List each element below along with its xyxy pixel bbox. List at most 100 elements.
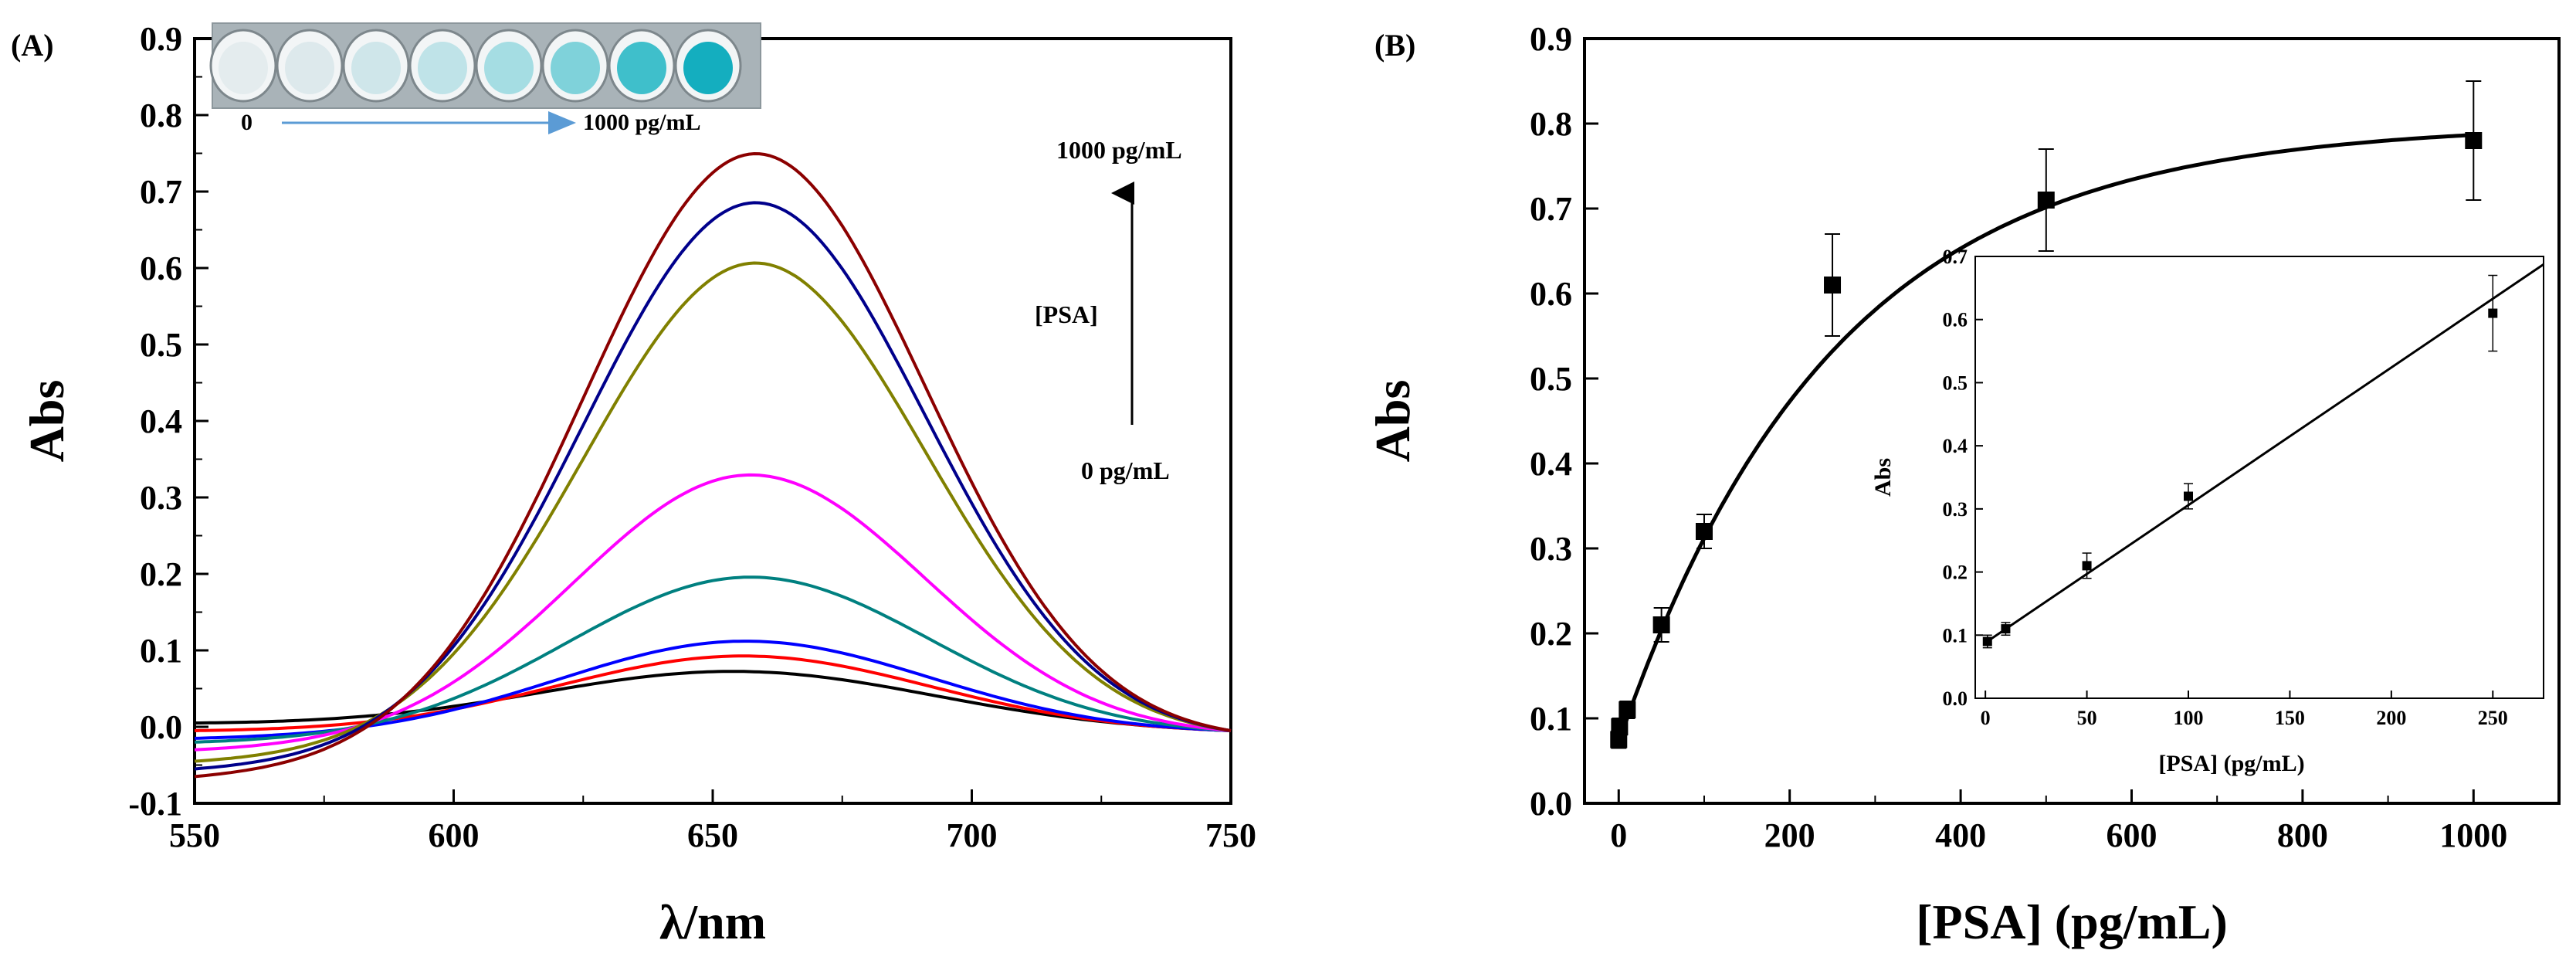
panel-a-y-tick-label: 0.2: [140, 555, 182, 593]
cuvette-well-solution: [683, 42, 733, 94]
panel-a-x-tick-label: 750: [1205, 816, 1256, 854]
inset-y-tick-label: 0.3: [1943, 498, 1968, 521]
inset-data-point: [2082, 552, 2092, 579]
spectrum-line-7: [194, 201, 1232, 771]
panel-b-x-tick-label: 0: [1610, 816, 1627, 854]
spectrum-line-6: [194, 261, 1232, 763]
panel-b-plot-frame: [1583, 37, 2561, 805]
panel-b-x-tick-label: 200: [1764, 816, 1815, 854]
cuvette-well-solution: [551, 42, 600, 94]
panel-a-y-tick-label: 0.4: [140, 402, 182, 440]
cuvette-well-solution: [285, 42, 334, 94]
panel-b-y-tick-label: 0.3: [1530, 530, 1572, 568]
panel-a-y-tick-label: 0.6: [140, 249, 182, 287]
panel-a-x-tick-label: 700: [947, 816, 998, 854]
inset-x-tick-label: 200: [2376, 707, 2406, 729]
panel-a-x-tick-label: 650: [687, 816, 738, 854]
panel-b-inset-chart: 0 50 100 150 200 2500.00.10.20.30.40.50.60.7 …: [1870, 246, 2544, 776]
inset-x-tick-label: 0: [1981, 707, 1991, 729]
panel-b-calibration-chart: (B) 0 200 400 600 800 10000.00.10.20.30.40.50…: [1365, 20, 2561, 949]
inset-x-axis-label: [PSA] (pg/mL): [2158, 751, 2304, 776]
panel-b-y-tick-label: 0.1: [1530, 700, 1572, 738]
panel-b-y-tick-label: 0.9: [1530, 20, 1572, 58]
photo-label-right: 1000 pg/mL: [583, 110, 701, 135]
inset-points-group: [1982, 274, 2498, 649]
panel-b-x-tick-label: 600: [2106, 816, 2157, 854]
panel-a-x-tick-label: 600: [429, 816, 480, 854]
panel-b-y-tick-label: 0.2: [1530, 615, 1572, 653]
inset-y-tick-label: 0.4: [1943, 435, 1968, 457]
calibration-data-point: [2465, 80, 2483, 201]
arrow-label-top: 1000 pg/mL: [1056, 136, 1182, 164]
panel-b-x-tick-label: 1000: [2439, 816, 2507, 854]
calibration-data-point: [1618, 701, 1636, 719]
panel-b-points-group: [1610, 80, 2483, 749]
cuvette-photo-inset: [209, 22, 761, 109]
cuvette-well-solution: [484, 42, 534, 94]
calibration-data-point: [1611, 718, 1629, 736]
panel-a-y-tick-label: 0.3: [140, 479, 182, 517]
cuvette-well-solution: [617, 42, 666, 94]
panel-b-x-axis-label: [PSA] (pg/mL): [1916, 894, 2228, 949]
calibration-data-point: [2037, 148, 2055, 252]
panel-b-axis-ticks: 0 200 400 600 800 10000.00.10.20.30.40.50.60.…: [1530, 20, 2507, 854]
arrow-label-bottom: 0 pg/mL: [1081, 456, 1170, 484]
panel-b-x-tick-label: 800: [2277, 816, 2328, 854]
panel-b-x-tick-label: 400: [1935, 816, 1986, 854]
spectrum-line-1: [195, 670, 1232, 732]
panel-a-y-tick-label: 0.7: [140, 173, 182, 211]
panel-a-y-tick-label: 0.8: [140, 97, 182, 134]
panel-a-series-group: [194, 151, 1232, 779]
calibration-data-point: [1652, 607, 1670, 643]
cuvette-well-solution: [418, 42, 467, 94]
panel-b-y-tick-label: 0.5: [1530, 360, 1572, 398]
inset-data-point: [1982, 634, 1992, 649]
inset-x-tick-label: 150: [2275, 707, 2305, 729]
panel-a-y-tick-label: -0.1: [128, 785, 182, 823]
panel-a-y-tick-label: 0.5: [140, 326, 182, 364]
panel-a-y-tick-label: 0.1: [140, 632, 182, 670]
panel-b-y-tick-label: 0.4: [1530, 445, 1572, 483]
inset-x-tick-label: 250: [2478, 707, 2508, 729]
inset-x-tick-label: 50: [2077, 707, 2097, 729]
inset-data-point: [2001, 622, 2011, 636]
inset-y-tick-label: 0.6: [1943, 309, 1968, 331]
spectrum-line-8: [194, 151, 1232, 779]
inset-data-point: [2488, 274, 2498, 352]
inset-linear-fit-line: [1985, 263, 2544, 644]
inset-y-tick-label: 0.2: [1943, 562, 1968, 584]
cuvette-well-solution: [219, 42, 268, 94]
inset-plot-frame: [1974, 256, 2544, 699]
panel-a-y-tick-label: 0.9: [140, 20, 182, 58]
cuvette-wells: [209, 29, 742, 103]
panel-a-x-tick-label: 550: [169, 816, 220, 854]
inset-x-tick-label: 100: [2174, 707, 2204, 729]
panel-a-y-tick-label: 0.0: [140, 708, 182, 746]
inset-data-point: [2184, 483, 2193, 510]
calibration-data-point: [1695, 514, 1713, 549]
arrow-label-mid: [PSA]: [1035, 300, 1098, 328]
panel-a-y-axis-label: Abs: [19, 380, 74, 463]
photo-label-left: 0: [241, 110, 253, 135]
inset-y-tick-label: 0.7: [1943, 246, 1968, 268]
panel-b-y-axis-label: Abs: [1365, 380, 1420, 463]
cuvette-well-solution: [351, 42, 401, 94]
panel-a-x-axis-label: λ/nm: [659, 894, 766, 949]
inset-y-tick-label: 0.5: [1943, 372, 1968, 394]
inset-y-tick-label: 0.1: [1943, 624, 1968, 647]
panel-b-y-tick-label: 0.6: [1530, 275, 1572, 313]
panel-b-y-tick-label: 0.7: [1530, 190, 1572, 228]
panel-b-y-tick-label: 0.0: [1530, 785, 1572, 823]
calibration-data-point: [1824, 233, 1842, 337]
inset-fit-line-group: [1985, 263, 2544, 644]
inset-axis-ticks: 0 50 100 150 200 250 0.0 0.1 0.2 0.3 0.4 0.5 0.6 0.7: [1943, 246, 2508, 729]
panel-b-y-tick-label: 0.8: [1530, 105, 1572, 143]
panel-a-axis-ticks: 550 600 650 700 750 -0.1 0.0 0.1 0.2 0.3 0.4 0.5 0.6…: [128, 20, 1256, 854]
inset-y-tick-label: 0.0: [1943, 687, 1968, 710]
inset-y-axis-label: Abs: [1870, 458, 1896, 497]
panel-b-label: (B): [1374, 28, 1415, 63]
spectrum-line-5: [194, 473, 1232, 752]
panel-a-label: (A): [11, 28, 54, 63]
panel-a-spectra-chart: (A) 550 600 650 700 750 -0.1 0.0 0.1 0.2 0.3 0.4 0.…: [11, 20, 1256, 949]
